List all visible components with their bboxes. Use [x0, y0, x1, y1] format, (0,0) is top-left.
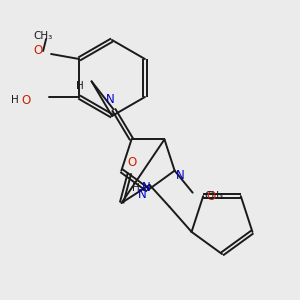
- Text: CH₃: CH₃: [34, 31, 53, 41]
- Text: H: H: [11, 95, 19, 105]
- Text: H: H: [132, 183, 140, 193]
- Text: O: O: [207, 190, 216, 202]
- Text: H: H: [76, 81, 83, 91]
- Text: N: N: [142, 182, 151, 194]
- Text: O: O: [22, 94, 31, 106]
- Text: N: N: [176, 169, 185, 182]
- Text: N: N: [106, 93, 115, 106]
- Text: N: N: [138, 188, 146, 202]
- Text: O: O: [34, 44, 43, 58]
- Text: O: O: [127, 156, 136, 170]
- Text: CH₃: CH₃: [205, 191, 224, 201]
